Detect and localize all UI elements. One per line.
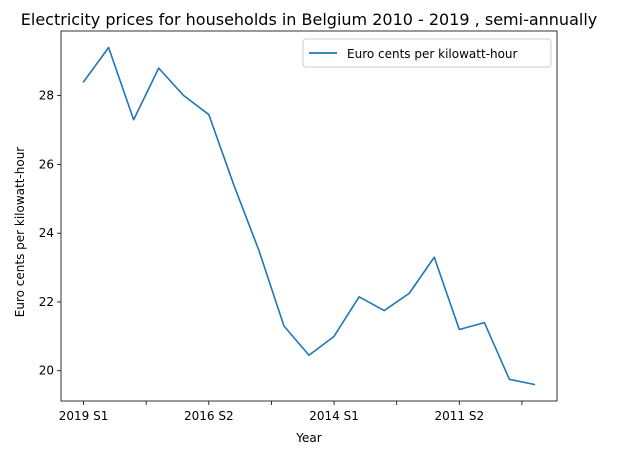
y-tick-label: 22	[39, 295, 54, 309]
legend: Euro cents per kilowatt-hour	[302, 38, 552, 68]
legend-box	[302, 38, 552, 68]
y-tick-label: 28	[39, 89, 54, 103]
y-axis-ticks: 20 22 24 26 28	[39, 89, 61, 378]
x-tick-label: 2019 S1	[59, 409, 109, 423]
x-axis-ticks: 2019 S1 2016 S2 2014 S1 2011 S2	[59, 401, 523, 423]
x-tick-label: 2011 S2	[434, 409, 484, 423]
y-axis-label: Euro cents per kilowatt-hour	[13, 147, 27, 318]
plot-frame	[60, 30, 558, 402]
series-line	[82, 46, 536, 386]
chart-title: Electricity prices for households in Bel…	[21, 10, 597, 29]
plot-area	[60, 30, 558, 402]
y-tick-label: 20	[39, 364, 54, 378]
x-tick-label: 2014 S1	[309, 409, 359, 423]
x-axis-label: Year	[295, 431, 321, 445]
y-tick-label: 26	[39, 157, 54, 171]
y-tick-label: 24	[39, 226, 54, 240]
legend-label: Euro cents per kilowatt-hour	[347, 47, 518, 61]
x-tick-label: 2016 S2	[184, 409, 234, 423]
